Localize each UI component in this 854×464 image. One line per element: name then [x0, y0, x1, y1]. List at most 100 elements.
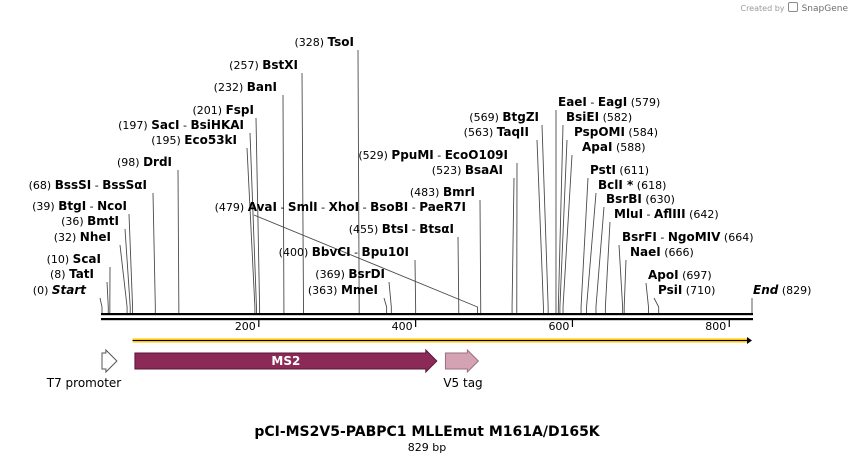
site-position: (32)	[54, 231, 80, 244]
enzyme-name: TaqII	[497, 125, 529, 139]
restriction-site-label[interactable]: (232) BanI	[214, 80, 277, 94]
site-leader-line	[618, 244, 624, 313]
restriction-site-label[interactable]: NaeI (666)	[630, 245, 694, 259]
enzyme-name: EaeI	[558, 95, 587, 109]
restriction-site-label[interactable]: PstI (611)	[590, 163, 649, 177]
restriction-site-label[interactable]: (8) TatI	[50, 267, 94, 281]
site-position: (201)	[193, 104, 226, 117]
restriction-site-label[interactable]: ApoI (697)	[648, 268, 712, 282]
restriction-site-label[interactable]: (563) TaqII	[464, 125, 529, 139]
restriction-site-label[interactable]: (257) BstXI	[229, 58, 298, 72]
restriction-site-label[interactable]: (32) NheI	[54, 230, 111, 244]
restriction-site-label[interactable]: (0) Start	[33, 283, 87, 297]
site-position: (666)	[661, 246, 694, 259]
restriction-site-label[interactable]: (455) BtsI - BtsαI	[349, 222, 454, 236]
feature-label: MS2	[271, 354, 300, 368]
site-position: (611)	[616, 164, 649, 177]
site-position: (664)	[720, 231, 753, 244]
enzyme-name: BsiEI	[566, 110, 599, 124]
feature-arrow[interactable]	[444, 348, 480, 374]
site-position: (0)	[33, 284, 52, 297]
enzyme-name: SacI	[151, 118, 179, 132]
site-separator: -	[277, 201, 288, 214]
site-position: (98)	[117, 156, 143, 169]
snapgene-app-name: SnapGene	[801, 4, 848, 14]
enzyme-name: DrdI	[143, 155, 172, 169]
restriction-site-label[interactable]: (328) TsoI	[294, 35, 354, 49]
site-leader-line	[152, 192, 156, 313]
restriction-site-label[interactable]: End (829)	[753, 283, 811, 297]
site-separator: -	[643, 208, 654, 221]
enzyme-name: Bpu10I	[362, 245, 409, 259]
site-leader-line	[623, 259, 627, 313]
restriction-site-label[interactable]: (479) AvaI - SmlI - XhoI - BsoBI - PaeR7…	[215, 200, 466, 214]
restriction-site-label[interactable]: (195) Eco53kI	[151, 133, 237, 147]
enzyme-name: PaeR7I	[419, 200, 466, 214]
enzyme-name: BmrI	[443, 185, 475, 199]
site-leader-line	[119, 244, 128, 313]
restriction-site-label[interactable]: (197) SacI - BsiHKAI	[118, 118, 244, 132]
site-position: (197)	[118, 119, 151, 132]
restriction-site-label[interactable]: (400) BbvCI - Bpu10I	[279, 245, 409, 259]
restriction-site-label[interactable]: (363) MmeI	[308, 283, 378, 297]
enzyme-name: BtgI	[58, 199, 86, 213]
restriction-site-label[interactable]: BsrFI - NgoMIV (664)	[622, 230, 754, 244]
site-leader-line	[249, 132, 257, 313]
site-leader-line	[124, 228, 131, 313]
restriction-site-label[interactable]: (39) BtgI - NcoI	[32, 199, 127, 213]
site-separator: -	[86, 200, 97, 213]
site-position: (529)	[358, 149, 391, 162]
restriction-site-label[interactable]: (68) BssSI - BssSαI	[29, 178, 147, 192]
site-leader-line	[536, 139, 544, 313]
enzyme-name: MluI	[614, 207, 643, 221]
site-position: (483)	[410, 186, 443, 199]
orf-arrowhead	[747, 337, 752, 344]
restriction-site-label[interactable]: PspOMI (584)	[574, 125, 658, 139]
restriction-site-label[interactable]: EaeI - EagI (579)	[558, 95, 660, 109]
enzyme-name: PstI	[590, 163, 616, 177]
restriction-site-label[interactable]: (483) BmrI	[410, 185, 475, 199]
enzyme-name: XhoI	[329, 200, 360, 214]
restriction-site-label[interactable]: (523) BsaAI	[432, 163, 503, 177]
plasmid-name: pCI-MS2V5-PABPC1 MLLEmut M161A/D165K	[254, 424, 600, 440]
restriction-site-label[interactable]: (98) DrdI	[117, 155, 172, 169]
site-position: (479)	[215, 201, 248, 214]
restriction-site-label[interactable]: (569) BtgZI	[469, 110, 539, 124]
enzyme-name: BtgZI	[502, 110, 539, 124]
ruler: 200 400 600 800	[235, 320, 730, 333]
site-leader-line	[301, 72, 304, 313]
restriction-site-label[interactable]: ApaI (588)	[582, 140, 646, 154]
site-leader-line	[246, 147, 256, 313]
site-separator: -	[408, 201, 419, 214]
enzyme-name: BssSαI	[102, 178, 147, 192]
restriction-site-label[interactable]: (10) ScaI	[47, 252, 101, 266]
feature-arrow[interactable]	[101, 348, 118, 374]
feature-label: T7 promoter	[46, 376, 122, 390]
site-position: (10)	[47, 253, 73, 266]
enzyme-name: FspI	[226, 103, 254, 117]
site-leader-line	[559, 139, 568, 313]
restriction-site-label[interactable]: BclI * (618)	[598, 178, 666, 192]
site-leader-line	[479, 199, 482, 313]
site-leader-lines	[99, 49, 753, 313]
enzyme-name: BstXI	[262, 58, 298, 72]
site-position: (36)	[61, 215, 87, 228]
enzyme-name: BssSI	[55, 178, 92, 192]
restriction-site-label[interactable]: (369) BsrDI	[315, 267, 385, 281]
feature-arrow[interactable]	[134, 348, 438, 374]
site-position: (618)	[633, 179, 666, 192]
restriction-site-label[interactable]: (201) FspI	[193, 103, 254, 117]
restriction-site-label[interactable]: (529) PpuMI - EcoO109I	[358, 148, 508, 162]
site-leader-line	[557, 124, 564, 313]
restriction-site-label[interactable]: BsiEI (582)	[566, 110, 632, 124]
restriction-site-label[interactable]: (36) BmtI	[61, 214, 119, 228]
restriction-site-label[interactable]: BsrBI (630)	[606, 192, 675, 206]
enzyme-name: ScaI	[73, 252, 101, 266]
enzyme-name: SmlI	[288, 200, 318, 214]
restriction-site-label[interactable]: MluI - AflIII (642)	[614, 207, 719, 221]
site-position: (642)	[686, 208, 719, 221]
site-leader-line	[604, 221, 611, 313]
enzyme-name: BclI *	[598, 178, 634, 192]
restriction-site-label[interactable]: PsiI (710)	[658, 283, 715, 297]
